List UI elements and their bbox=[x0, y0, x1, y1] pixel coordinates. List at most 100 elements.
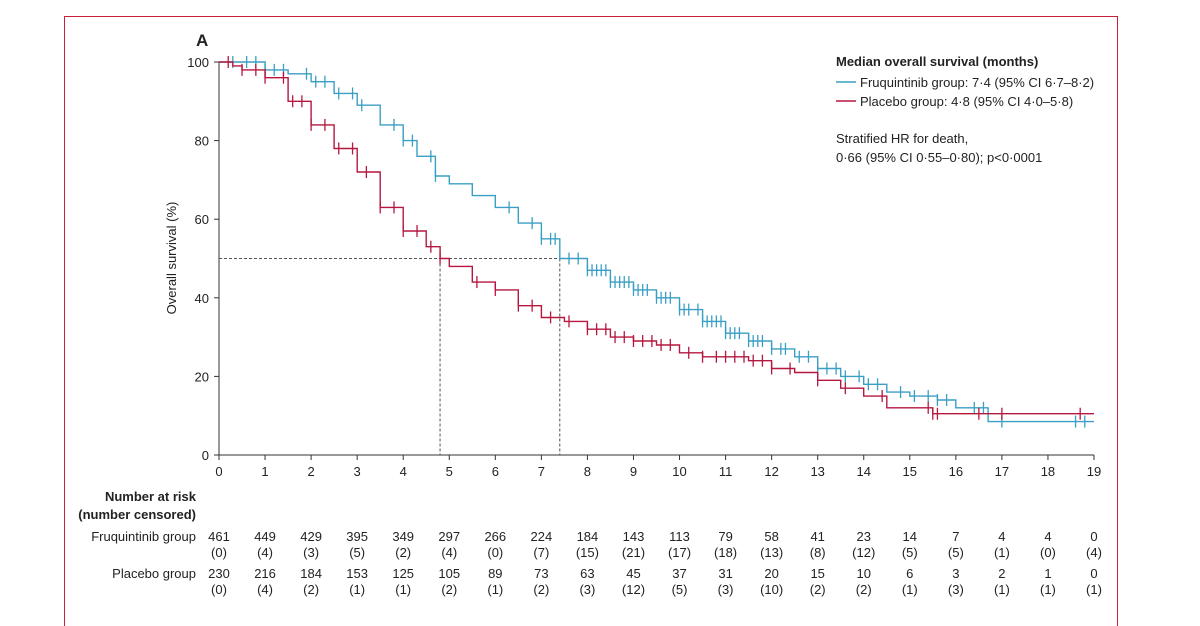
risk-row-label-fruquintinib: Fruquintinib group bbox=[91, 529, 196, 544]
survival-curve-placebo-group bbox=[219, 61, 1094, 415]
risk-at-risk-cell: 20 bbox=[764, 566, 778, 581]
y-axis-label: Overall survival (%) bbox=[164, 202, 179, 315]
x-tick-label: 1 bbox=[261, 464, 268, 479]
risk-at-risk-cell: 58 bbox=[764, 529, 778, 544]
risk-censored-cell: (17) bbox=[668, 545, 691, 560]
legend: Median overall survival (months) Fruquin… bbox=[836, 54, 1094, 165]
risk-at-risk-cell: 224 bbox=[531, 529, 553, 544]
x-tick-label: 19 bbox=[1087, 464, 1101, 479]
series-group bbox=[219, 56, 1094, 428]
risk-at-risk-cell: 7 bbox=[952, 529, 959, 544]
risk-at-risk-cell: 0 bbox=[1090, 566, 1097, 581]
risk-censored-cell: (13) bbox=[760, 545, 783, 560]
x-tick-label: 9 bbox=[630, 464, 637, 479]
x-tick-label: 15 bbox=[903, 464, 917, 479]
risk-censored-cell: (1) bbox=[994, 545, 1010, 560]
risk-censored-cell: (5) bbox=[672, 582, 688, 597]
risk-at-risk-cell: 4 bbox=[998, 529, 1005, 544]
risk-at-risk-cell: 10 bbox=[857, 566, 871, 581]
risk-at-risk-cell: 266 bbox=[484, 529, 506, 544]
risk-censored-cell: (12) bbox=[852, 545, 875, 560]
risk-censored-cell: (4) bbox=[1086, 545, 1102, 560]
risk-at-risk-cell: 23 bbox=[857, 529, 871, 544]
risk-censored-cell: (2) bbox=[533, 582, 549, 597]
risk-censored-cell: (4) bbox=[441, 545, 457, 560]
risk-censored-cell: (12) bbox=[622, 582, 645, 597]
risk-at-risk-cell: 1 bbox=[1044, 566, 1051, 581]
risk-censored-cell: (0) bbox=[211, 582, 227, 597]
x-tick-label: 7 bbox=[538, 464, 545, 479]
risk-censored-cell: (1) bbox=[1040, 582, 1056, 597]
risk-header-line-2: (number censored) bbox=[78, 507, 196, 522]
legend-entry-fruquintinib: Fruquintinib group: 7·4 (95% CI 6·7–8·2) bbox=[860, 75, 1094, 90]
risk-censored-cell: (2) bbox=[810, 582, 826, 597]
risk-cells: 461 449 429 395 349 297 266 224 184 143 113 79 58 41 2… bbox=[208, 529, 1102, 597]
risk-at-risk-cell: 2 bbox=[998, 566, 1005, 581]
risk-censored-cell: (4) bbox=[257, 582, 273, 597]
risk-at-risk-cell: 184 bbox=[577, 529, 599, 544]
risk-censored-cell: (8) bbox=[810, 545, 826, 560]
risk-header-line-1: Number at risk bbox=[105, 489, 197, 504]
panel-label: A bbox=[196, 31, 208, 50]
risk-at-risk-cell: 395 bbox=[346, 529, 368, 544]
risk-censored-cell: (5) bbox=[948, 545, 964, 560]
risk-at-risk-cell: 153 bbox=[346, 566, 368, 581]
legend-title: Median overall survival (months) bbox=[836, 54, 1038, 69]
risk-at-risk-cell: 297 bbox=[438, 529, 460, 544]
x-tick-label: 10 bbox=[672, 464, 686, 479]
risk-censored-cell: (5) bbox=[902, 545, 918, 560]
x-tick-label: 8 bbox=[584, 464, 591, 479]
risk-censored-cell: (2) bbox=[303, 582, 319, 597]
risk-censored-cell: (0) bbox=[1040, 545, 1056, 560]
risk-censored-cell: (1) bbox=[395, 582, 411, 597]
x-tick-label: 12 bbox=[764, 464, 778, 479]
x-tick-label: 17 bbox=[995, 464, 1009, 479]
risk-at-risk-cell: 0 bbox=[1090, 529, 1097, 544]
x-tick-label: 18 bbox=[1041, 464, 1055, 479]
risk-at-risk-cell: 461 bbox=[208, 529, 230, 544]
risk-censored-cell: (4) bbox=[257, 545, 273, 560]
risk-at-risk-cell: 105 bbox=[438, 566, 460, 581]
risk-censored-cell: (3) bbox=[948, 582, 964, 597]
x-tick-label: 4 bbox=[400, 464, 407, 479]
risk-censored-cell: (1) bbox=[1086, 582, 1102, 597]
figure-frame bbox=[64, 16, 1118, 626]
risk-at-risk-cell: 184 bbox=[300, 566, 322, 581]
risk-at-risk-cell: 216 bbox=[254, 566, 276, 581]
x-tick-label: 6 bbox=[492, 464, 499, 479]
median-lines bbox=[219, 258, 561, 455]
survival-curve-fruquintinib-group bbox=[219, 61, 1094, 423]
risk-at-risk-cell: 63 bbox=[580, 566, 594, 581]
risk-at-risk-cell: 429 bbox=[300, 529, 322, 544]
risk-censored-cell: (0) bbox=[487, 545, 503, 560]
risk-censored-cell: (7) bbox=[533, 545, 549, 560]
risk-at-risk-cell: 230 bbox=[208, 566, 230, 581]
risk-censored-cell: (15) bbox=[576, 545, 599, 560]
risk-at-risk-cell: 349 bbox=[392, 529, 414, 544]
legend-entry-placebo: Placebo group: 4·8 (95% CI 4·0–5·8) bbox=[860, 94, 1073, 109]
x-tick-label: 5 bbox=[446, 464, 453, 479]
y-tick-label: 60 bbox=[195, 212, 209, 227]
risk-censored-cell: (18) bbox=[714, 545, 737, 560]
risk-at-risk-cell: 143 bbox=[623, 529, 645, 544]
y-tick-label: 0 bbox=[202, 448, 209, 463]
x-tick-label: 0 bbox=[215, 464, 222, 479]
x-tick-label: 14 bbox=[857, 464, 871, 479]
risk-censored-cell: (10) bbox=[760, 582, 783, 597]
risk-censored-cell: (21) bbox=[622, 545, 645, 560]
risk-censored-cell: (5) bbox=[349, 545, 365, 560]
risk-at-risk-cell: 6 bbox=[906, 566, 913, 581]
risk-at-risk-cell: 89 bbox=[488, 566, 502, 581]
risk-table: Number at risk (number censored) Fruquin… bbox=[78, 489, 1102, 597]
x-tick-label: 3 bbox=[354, 464, 361, 479]
risk-censored-cell: (1) bbox=[994, 582, 1010, 597]
risk-censored-cell: (1) bbox=[902, 582, 918, 597]
risk-at-risk-cell: 79 bbox=[718, 529, 732, 544]
x-tick-label: 11 bbox=[719, 464, 733, 479]
risk-row-label-placebo: Placebo group bbox=[112, 566, 196, 581]
risk-at-risk-cell: 125 bbox=[392, 566, 414, 581]
y-tick-label: 80 bbox=[195, 134, 209, 149]
x-tick-label: 13 bbox=[810, 464, 824, 479]
axes-group: 0 1 2 3 4 5 6 7 8 9 10 11 12 13 14 15 16 17 18 190204060801… bbox=[187, 55, 1101, 479]
